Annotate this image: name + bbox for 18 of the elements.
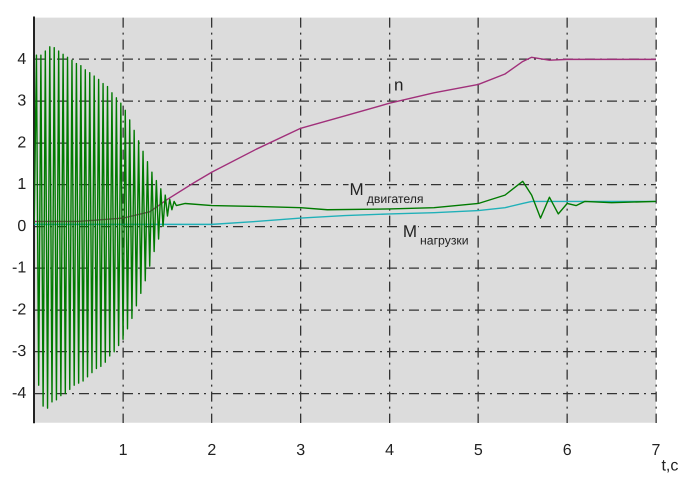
- x-tick-label: 1: [118, 442, 128, 459]
- x-tick-label: 4: [385, 442, 394, 459]
- y-tick-label: 4: [17, 50, 26, 68]
- series-label: n: [394, 76, 404, 95]
- y-tick-label: -4: [12, 384, 26, 402]
- y-tick-label: -3: [12, 343, 26, 360]
- x-axis-title: t,c: [661, 457, 678, 474]
- x-tick-label: 2: [207, 442, 216, 459]
- y-tick-label: 0: [17, 218, 26, 235]
- y-tick-label: 3: [17, 92, 26, 110]
- x-tick-label: 7: [652, 442, 661, 459]
- y-tick-label: 1: [17, 176, 26, 194]
- x-tick-label: 3: [296, 442, 306, 459]
- x-tick-label: 5: [474, 442, 483, 459]
- x-tick-label: 6: [562, 442, 572, 459]
- y-tick-label: -1: [12, 260, 26, 277]
- y-tick-label: 2: [17, 134, 26, 152]
- y-tick-label: -2: [12, 301, 26, 318]
